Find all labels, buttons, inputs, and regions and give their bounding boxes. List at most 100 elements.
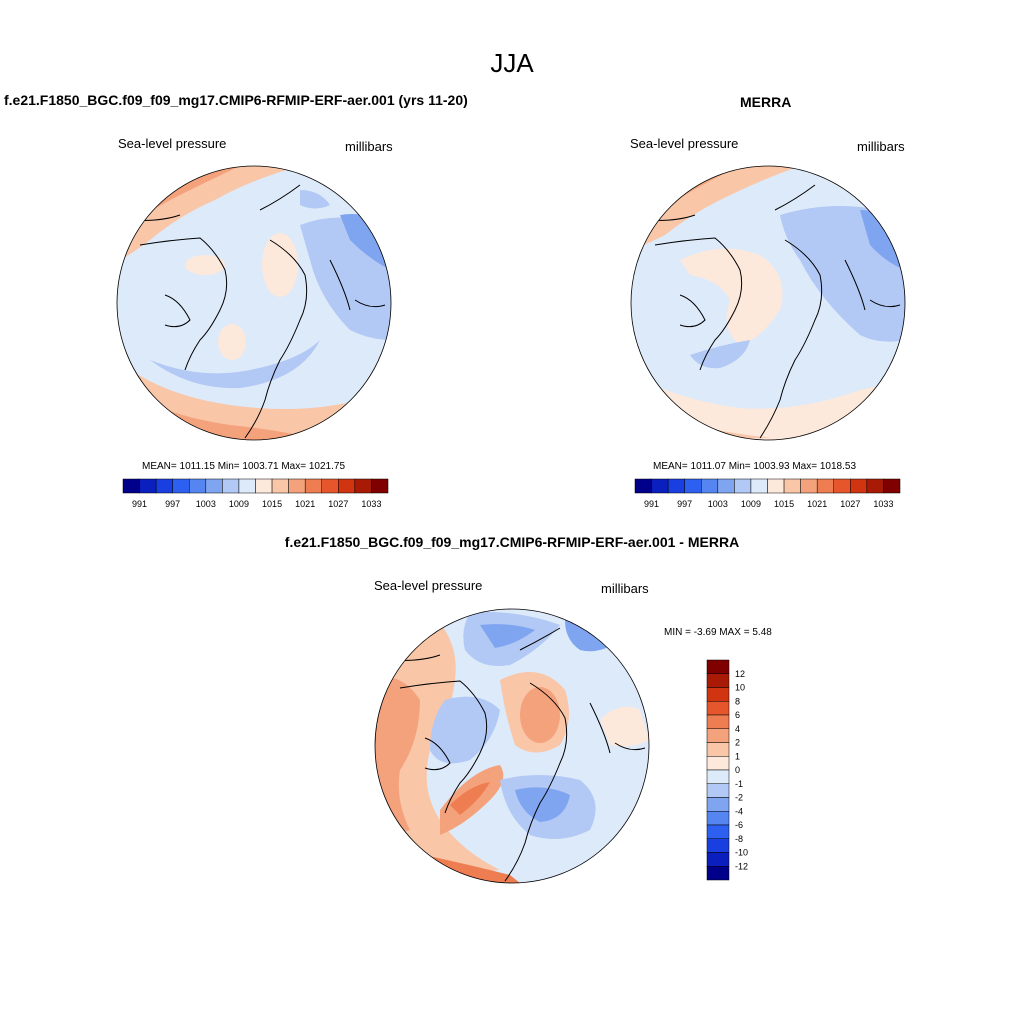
colorbar-swatch: [172, 478, 190, 494]
colorbar-tick-label: -1: [735, 779, 743, 789]
map-1-border: [116, 165, 392, 441]
colorbar-panel-1: 991 997 1003 1009 1015 1021 1027 1033: [122, 478, 389, 509]
colorbar-tick-label: 1015: [774, 499, 794, 509]
colorbar-swatch: [651, 478, 669, 494]
colorbar-swatch: [800, 478, 818, 494]
colorbar-tick-label: 1009: [229, 499, 249, 509]
colorbar-tick-label: -4: [735, 806, 743, 816]
colorbar-swatch: [155, 478, 173, 494]
colorbar-tick-label: -6: [735, 820, 743, 830]
colorbar-tick-label: 12: [735, 669, 745, 679]
map-3-low-region: [480, 624, 535, 648]
colorbar-tick-label: 2: [735, 738, 740, 748]
colorbar-swatch: [706, 687, 730, 702]
colorbar-swatch: [238, 478, 256, 494]
panel-3-units: millibars: [601, 581, 649, 596]
figure-title: JJA: [490, 48, 534, 78]
colorbar-tick-label: 1: [735, 751, 740, 761]
colorbar-tick-label: 1003: [196, 499, 216, 509]
colorbar-swatch: [706, 742, 730, 757]
panel-2-variable: Sea-level pressure: [630, 136, 739, 151]
panel-2-stats: MEAN= 1011.07 Min= 1003.93 Max= 1018.53: [653, 461, 857, 472]
colorbar-tick-label: 1021: [295, 499, 315, 509]
colorbar-tick-label: 4: [735, 724, 740, 734]
colorbar-swatch: [667, 478, 685, 494]
map-3-border: [374, 608, 650, 884]
colorbar-swatch: [706, 769, 730, 784]
colorbar-swatch: [717, 478, 735, 494]
map-2-low-region: [860, 210, 905, 270]
colorbar-tick-label: 1021: [807, 499, 827, 509]
colorbar-swatch: [883, 478, 901, 494]
colorbar-swatch: [706, 852, 730, 867]
colorbar-swatch: [271, 478, 289, 494]
panel-3-variable: Sea-level pressure: [374, 578, 483, 593]
colorbar-swatch: [706, 811, 730, 826]
panel-2-title: MERRA: [740, 94, 792, 110]
colorbar-swatch: [833, 478, 851, 494]
colorbar-tick-label: 1027: [328, 499, 348, 509]
colorbar-swatch: [706, 673, 730, 688]
colorbar-swatch: [634, 478, 652, 494]
panel-1-variable: Sea-level pressure: [118, 136, 227, 151]
colorbar-tick-label: -8: [735, 834, 743, 844]
colorbar-swatch: [706, 797, 730, 812]
colorbar-swatch: [701, 478, 719, 494]
map-1-high-region: [262, 233, 298, 297]
colorbar-swatch: [734, 478, 752, 494]
map-2-coastlines: [644, 184, 901, 439]
panel-1-title: f.e21.F1850_BGC.f09_f09_mg17.CMIP6-RFMIP…: [4, 92, 468, 108]
colorbar-swatch: [255, 478, 273, 494]
colorbar-swatch: [122, 478, 140, 494]
map-1-high-region: [185, 255, 225, 275]
colorbar-swatch: [189, 478, 207, 494]
colorbar-swatch: [706, 866, 730, 881]
colorbar-tick-label: -12: [735, 861, 748, 871]
panel-3-title: f.e21.F1850_BGC.f09_f09_mg17.CMIP6-RFMIP…: [284, 534, 740, 550]
map-3-coastlines: [389, 627, 646, 882]
colorbar-tick-label: 1033: [873, 499, 893, 509]
map-2-low-region: [690, 340, 750, 369]
map-2-border: [630, 165, 906, 441]
colorbar-tick-label: 6: [735, 710, 740, 720]
map-3-high-region: [450, 782, 490, 815]
colorbar-swatch: [222, 478, 240, 494]
colorbar-swatch: [205, 478, 223, 494]
colorbar-swatch: [338, 478, 356, 494]
colorbar-tick-label: 1003: [708, 499, 728, 509]
map-panel-3: [375, 609, 649, 883]
map-1-high-region: [218, 324, 246, 360]
panel-2-units: millibars: [857, 139, 905, 154]
colorbar-tick-label: 1027: [840, 499, 860, 509]
map-panel-2: [631, 166, 905, 440]
colorbar-tick-label: -2: [735, 793, 743, 803]
map-3-high-region: [600, 706, 649, 747]
colorbar-swatch: [706, 783, 730, 798]
colorbar-swatch: [706, 824, 730, 839]
panel-1-stats: MEAN= 1011.15 Min= 1003.71 Max= 1021.75: [142, 461, 346, 472]
panel-1-units: millibars: [345, 139, 393, 154]
colorbar-tick-label: 1009: [741, 499, 761, 509]
colorbar-tick-label: -10: [735, 848, 748, 858]
map-1-low-region: [300, 190, 330, 209]
colorbar-tick-label: 997: [165, 499, 180, 509]
colorbar-swatch: [288, 478, 306, 494]
colorbar-tick-label: 1015: [262, 499, 282, 509]
colorbar-swatch: [706, 701, 730, 716]
colorbar-tick-label: 0: [735, 765, 740, 775]
map-2-high-region: [680, 248, 783, 345]
panel-3-stats: MIN = -3.69 MAX = 5.48: [664, 627, 772, 638]
colorbar-swatch: [304, 478, 322, 494]
colorbar-tick-label: 10: [735, 683, 745, 693]
colorbar-swatch: [139, 478, 157, 494]
colorbar-panel-2: 991 997 1003 1009 1015 1021 1027 1033: [634, 478, 901, 509]
colorbar-swatch: [706, 756, 730, 771]
colorbar-swatch: [706, 728, 730, 743]
colorbar-tick-label: 1033: [361, 499, 381, 509]
map-3-low-region: [515, 787, 570, 822]
colorbar-swatch: [684, 478, 702, 494]
colorbar-tick-label: 8: [735, 696, 740, 706]
colorbar-swatch: [816, 478, 834, 494]
